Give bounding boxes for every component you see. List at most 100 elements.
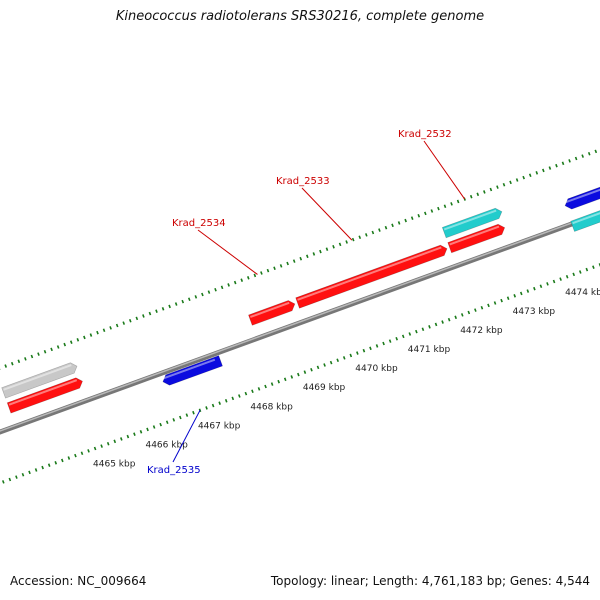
minor-tick <box>290 375 294 379</box>
minor-tick <box>10 361 14 366</box>
minor-tick <box>233 280 237 285</box>
minor-tick <box>227 283 230 287</box>
minor-tick <box>310 367 313 372</box>
minor-tick <box>139 430 143 434</box>
minor-tick <box>542 168 545 173</box>
feature-Krad_2535 <box>162 355 223 386</box>
minor-tick <box>165 420 169 425</box>
minor-tick <box>587 151 591 156</box>
minor-tick <box>102 328 106 333</box>
minor-tick <box>437 206 440 211</box>
minor-tick <box>146 427 149 432</box>
minor-tick <box>106 441 110 446</box>
scale-label: 4467 kbp <box>198 421 241 431</box>
feature-gray-feature <box>1 362 78 399</box>
minor-tick <box>142 314 145 318</box>
minor-tick <box>260 271 263 275</box>
scale-labels: 4465 kbp 4466 kbp 4467 kbp 4468 kbp 4469 kbp… <box>93 288 600 470</box>
minor-tick <box>192 410 195 415</box>
minor-tick <box>345 240 348 244</box>
feature-red-feature-left <box>6 377 83 414</box>
scale-label: 4465 kbp <box>93 460 136 470</box>
minor-tick <box>214 287 217 292</box>
minor-tick <box>430 209 434 213</box>
gene-label-Krad_2532: Krad_2532 <box>398 129 452 140</box>
minor-tick <box>181 299 185 304</box>
minor-tick <box>474 308 477 312</box>
minor-tick <box>100 444 103 448</box>
minor-tick <box>120 437 123 441</box>
minor-tick <box>565 274 569 279</box>
scale-label: 4474 kbp <box>565 288 600 298</box>
minor-tick <box>483 190 486 194</box>
minor-tick <box>401 334 405 339</box>
minor-tick <box>194 295 198 299</box>
minor-tick <box>266 268 270 273</box>
minor-tick <box>135 316 139 321</box>
minor-tick <box>369 346 372 351</box>
minor-tick <box>128 318 132 323</box>
minor-tick <box>133 432 136 436</box>
minor-tick <box>336 358 339 363</box>
minor-tick <box>552 279 556 284</box>
minor-tick <box>41 465 44 470</box>
minor-tick <box>371 230 375 235</box>
minor-tick <box>238 394 241 398</box>
minor-tick <box>528 173 532 177</box>
minor-tick <box>201 292 204 297</box>
minor-tick <box>257 387 261 391</box>
upper-tick-track <box>0 149 598 370</box>
minor-tick <box>338 242 342 247</box>
feature-highlight <box>250 301 290 318</box>
minor-tick <box>496 185 499 189</box>
minor-tick <box>43 349 47 354</box>
minor-tick <box>67 456 71 460</box>
lower-tick-track <box>2 263 600 484</box>
minor-tick <box>428 325 431 329</box>
minor-tick <box>218 401 221 405</box>
minor-tick <box>533 286 536 291</box>
feature-highlight <box>162 358 216 380</box>
feature-highlight <box>8 379 78 406</box>
minor-tick <box>185 413 189 417</box>
minor-tick <box>522 175 525 180</box>
minor-tick <box>325 247 329 251</box>
minor-tick <box>179 415 182 420</box>
minor-tick <box>115 323 119 328</box>
minor-tick <box>546 282 549 286</box>
minor-tick <box>574 156 578 161</box>
minor-tick <box>365 233 368 237</box>
minor-tick <box>87 449 90 453</box>
page-title: Kineococcus radiotolerans SRS30216, comp… <box>115 9 485 24</box>
feature-teal-feature-right <box>570 210 600 232</box>
label-leader-line <box>301 187 353 241</box>
minor-tick <box>187 297 191 302</box>
minor-tick <box>397 221 401 225</box>
minor-tick <box>273 266 276 271</box>
gene-label-Krad_2534: Krad_2534 <box>172 218 226 229</box>
minor-tick <box>21 472 25 477</box>
feature-highlight <box>3 364 72 391</box>
minor-tick <box>404 218 407 223</box>
feature-Krad_2533 <box>295 244 448 309</box>
minor-tick <box>297 372 300 377</box>
minor-tick <box>506 296 510 300</box>
minor-tick <box>244 391 248 396</box>
minor-tick <box>568 159 571 163</box>
minor-tick <box>299 256 303 261</box>
minor-tick <box>342 356 346 360</box>
minor-tick <box>312 252 316 256</box>
scale-label: 4470 kbp <box>355 364 398 374</box>
label-leader-line <box>423 140 466 200</box>
minor-tick <box>303 370 307 374</box>
minor-tick <box>469 194 473 199</box>
minor-tick <box>581 154 584 158</box>
minor-tick <box>96 330 99 335</box>
minor-tick <box>585 267 589 272</box>
minor-tick <box>592 265 595 269</box>
genome-summary-text: Topology: linear; Length: 4,761,183 bp; … <box>270 574 590 588</box>
minor-tick <box>329 360 333 365</box>
minor-tick <box>375 344 379 348</box>
minor-tick <box>126 434 130 439</box>
